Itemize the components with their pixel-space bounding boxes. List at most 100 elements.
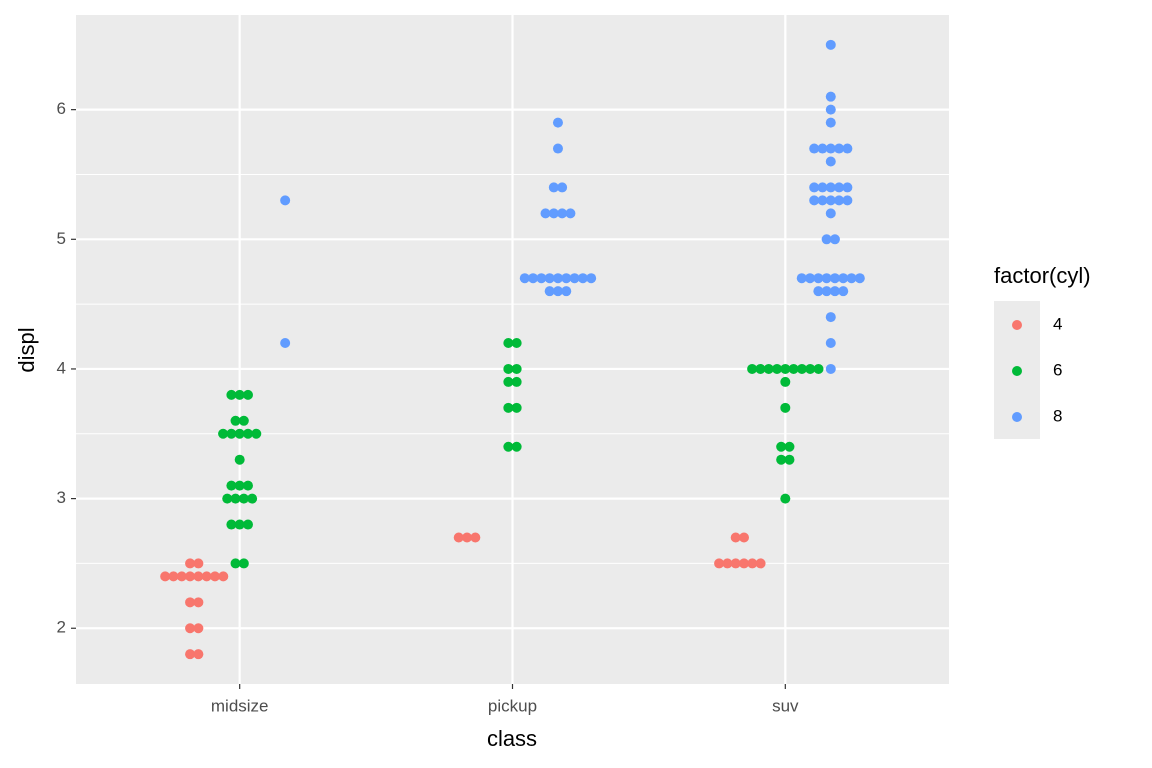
point bbox=[242, 480, 253, 491]
point bbox=[772, 363, 783, 374]
point bbox=[160, 571, 171, 582]
point bbox=[503, 402, 514, 413]
point bbox=[854, 273, 865, 284]
point bbox=[838, 273, 849, 284]
x-axis-title: class bbox=[487, 726, 537, 751]
point bbox=[776, 454, 787, 465]
point bbox=[234, 454, 245, 465]
point bbox=[238, 415, 249, 426]
point bbox=[511, 338, 522, 349]
point bbox=[185, 623, 196, 634]
y-tick-label: 2 bbox=[57, 618, 66, 637]
point bbox=[809, 195, 820, 206]
point bbox=[503, 363, 514, 374]
point bbox=[503, 441, 514, 452]
point bbox=[829, 286, 840, 297]
point bbox=[280, 338, 291, 349]
point bbox=[825, 312, 836, 323]
point bbox=[722, 558, 733, 569]
point bbox=[226, 519, 237, 530]
x-tick-label: pickup bbox=[488, 696, 537, 715]
point bbox=[561, 286, 572, 297]
y-axis-title: displ bbox=[14, 327, 39, 372]
point bbox=[193, 597, 204, 608]
point bbox=[185, 558, 196, 569]
point bbox=[242, 389, 253, 400]
point bbox=[209, 571, 220, 582]
legend-key bbox=[1012, 320, 1022, 330]
point bbox=[714, 558, 725, 569]
point bbox=[755, 558, 766, 569]
point bbox=[548, 182, 559, 193]
point bbox=[234, 519, 245, 530]
point bbox=[813, 363, 824, 374]
point bbox=[821, 234, 832, 245]
legend-label: 6 bbox=[1053, 360, 1062, 379]
point bbox=[825, 91, 836, 102]
point bbox=[825, 182, 836, 193]
point bbox=[825, 39, 836, 50]
point bbox=[230, 493, 241, 504]
point bbox=[226, 480, 237, 491]
point bbox=[201, 571, 212, 582]
x-tick-label: suv bbox=[772, 696, 799, 715]
point bbox=[234, 428, 245, 439]
point bbox=[825, 195, 836, 206]
point bbox=[552, 117, 563, 128]
point bbox=[185, 571, 196, 582]
point bbox=[565, 208, 576, 219]
point bbox=[561, 273, 572, 284]
point bbox=[747, 363, 758, 374]
point bbox=[168, 571, 179, 582]
point bbox=[544, 273, 555, 284]
point bbox=[821, 273, 832, 284]
point bbox=[846, 273, 857, 284]
legend-key bbox=[1012, 366, 1022, 376]
point bbox=[242, 519, 253, 530]
point bbox=[817, 143, 828, 154]
point bbox=[763, 363, 774, 374]
point bbox=[218, 428, 229, 439]
point bbox=[519, 273, 530, 284]
point bbox=[226, 428, 237, 439]
point bbox=[503, 338, 514, 349]
point bbox=[829, 234, 840, 245]
point bbox=[838, 286, 849, 297]
point bbox=[809, 143, 820, 154]
point bbox=[569, 273, 580, 284]
point bbox=[586, 273, 597, 284]
point bbox=[834, 195, 845, 206]
legend-label: 8 bbox=[1053, 406, 1062, 425]
point bbox=[817, 195, 828, 206]
point bbox=[829, 273, 840, 284]
point bbox=[218, 571, 229, 582]
point bbox=[825, 208, 836, 219]
point bbox=[747, 558, 758, 569]
point bbox=[557, 208, 568, 219]
point bbox=[577, 273, 588, 284]
point bbox=[193, 571, 204, 582]
point bbox=[511, 363, 522, 374]
legend-title: factor(cyl) bbox=[994, 263, 1091, 288]
point bbox=[805, 363, 816, 374]
point bbox=[842, 195, 853, 206]
point bbox=[842, 182, 853, 193]
point bbox=[540, 208, 551, 219]
point bbox=[280, 195, 291, 206]
point bbox=[738, 532, 749, 543]
point bbox=[238, 558, 249, 569]
point bbox=[511, 441, 522, 452]
point bbox=[738, 558, 749, 569]
point bbox=[536, 273, 547, 284]
point bbox=[825, 143, 836, 154]
point bbox=[251, 428, 262, 439]
point bbox=[193, 649, 204, 660]
point bbox=[528, 273, 539, 284]
point bbox=[755, 363, 766, 374]
point bbox=[796, 363, 807, 374]
point bbox=[511, 376, 522, 387]
point bbox=[230, 415, 241, 426]
point bbox=[825, 156, 836, 167]
point bbox=[247, 493, 258, 504]
